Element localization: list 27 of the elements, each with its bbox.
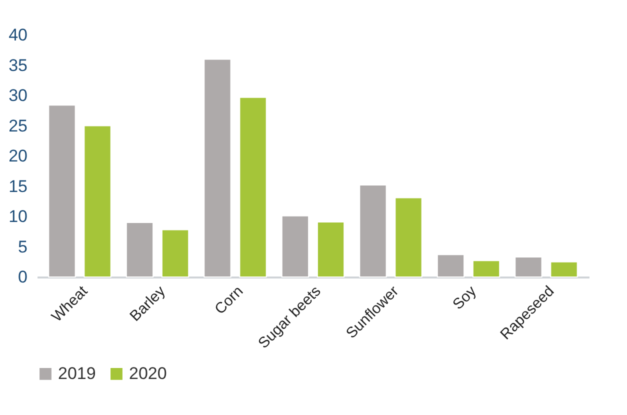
bar — [394, 197, 422, 278]
legend-label: 2020 — [129, 364, 167, 383]
bar — [472, 260, 500, 278]
bar — [550, 261, 578, 278]
x-tick-label: Corn — [212, 282, 247, 318]
y-tick-label: 0 — [18, 268, 28, 286]
bar — [514, 256, 542, 278]
bar — [48, 104, 76, 278]
bar — [436, 254, 465, 278]
y-tick-label: 20 — [8, 146, 28, 166]
y-tick-label: 30 — [8, 86, 28, 105]
bar — [84, 125, 112, 278]
bar — [239, 96, 267, 278]
y-tick-label: 35 — [8, 56, 28, 75]
bar — [161, 229, 190, 278]
bar — [281, 215, 310, 278]
bar — [204, 58, 232, 278]
bar — [126, 222, 154, 278]
bar — [316, 221, 345, 278]
y-tick-label: 25 — [8, 116, 28, 136]
y-tick-label: 5 — [18, 237, 28, 256]
x-tick-label: Soy — [450, 282, 480, 314]
legend-label: 2019 — [58, 364, 96, 383]
y-tick-label: 15 — [8, 176, 28, 196]
y-tick-label: 10 — [8, 207, 28, 226]
bar — [359, 184, 387, 278]
y-tick-label: 40 — [8, 26, 28, 44]
